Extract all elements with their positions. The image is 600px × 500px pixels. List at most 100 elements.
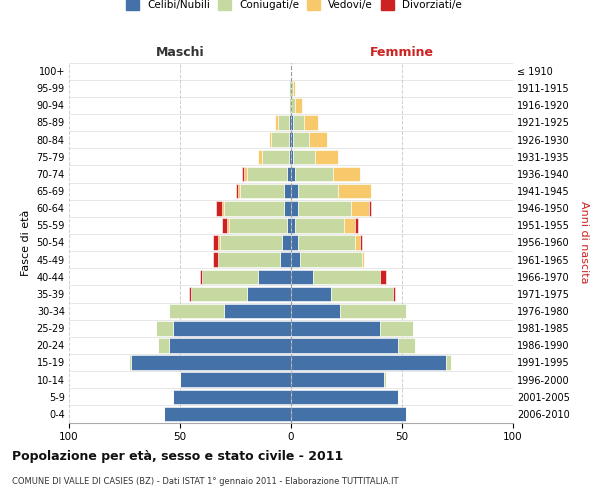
Bar (291, 166, 295, 181)
Bar (360, 235, 362, 250)
Bar (229, 218, 287, 232)
Bar (289, 98, 291, 112)
Bar (293, 115, 304, 130)
Bar (291, 270, 313, 284)
Bar (164, 406, 291, 421)
Bar (200, 270, 202, 284)
Y-axis label: Fasce di età: Fasce di età (21, 210, 31, 276)
Bar (262, 150, 289, 164)
Bar (380, 270, 386, 284)
Bar (293, 81, 295, 96)
Bar (393, 286, 395, 301)
Bar (284, 201, 291, 216)
Bar (278, 115, 289, 130)
Bar (158, 338, 169, 352)
Bar (291, 372, 384, 387)
Bar (280, 252, 291, 267)
Bar (155, 321, 173, 336)
Bar (300, 252, 362, 267)
Bar (191, 286, 247, 301)
Bar (169, 304, 224, 318)
Bar (291, 390, 398, 404)
Bar (247, 166, 287, 181)
Bar (291, 406, 406, 421)
Y-axis label: Anni di nascita: Anni di nascita (580, 201, 589, 284)
Bar (189, 286, 191, 301)
Bar (224, 201, 284, 216)
Bar (291, 98, 295, 112)
Bar (333, 166, 360, 181)
Bar (291, 115, 293, 130)
Bar (291, 150, 293, 164)
Bar (291, 304, 340, 318)
Bar (240, 184, 284, 198)
Bar (291, 338, 398, 352)
Bar (351, 201, 368, 216)
Bar (295, 98, 302, 112)
Bar (291, 184, 298, 198)
Bar (173, 390, 291, 404)
Bar (293, 132, 309, 147)
Bar (291, 218, 295, 232)
Bar (355, 218, 358, 232)
Bar (380, 321, 413, 336)
Bar (368, 201, 371, 216)
Bar (298, 184, 338, 198)
Bar (331, 286, 393, 301)
Bar (291, 81, 293, 96)
Bar (287, 218, 291, 232)
Bar (214, 252, 218, 267)
Bar (291, 286, 331, 301)
Bar (275, 115, 278, 130)
Bar (338, 184, 371, 198)
Bar (291, 132, 293, 147)
Bar (298, 201, 351, 216)
Bar (289, 81, 291, 96)
Bar (295, 166, 333, 181)
Bar (215, 201, 222, 216)
Legend: Celibi/Nubili, Coniugati/e, Vedovi/e, Divorziati/e: Celibi/Nubili, Coniugati/e, Vedovi/e, Di… (126, 0, 462, 10)
Bar (214, 235, 218, 250)
Bar (291, 201, 298, 216)
Bar (287, 166, 291, 181)
Bar (355, 235, 360, 250)
Text: Popolazione per età, sesso e stato civile - 2011: Popolazione per età, sesso e stato civil… (12, 450, 343, 463)
Bar (222, 201, 224, 216)
Bar (258, 270, 291, 284)
Bar (218, 235, 220, 250)
Bar (313, 270, 380, 284)
Bar (291, 235, 298, 250)
Bar (344, 218, 355, 232)
Bar (235, 184, 238, 198)
Bar (258, 150, 262, 164)
Bar (295, 218, 344, 232)
Bar (384, 372, 386, 387)
Bar (180, 372, 291, 387)
Bar (289, 132, 291, 147)
Bar (218, 252, 280, 267)
Bar (289, 150, 291, 164)
Bar (304, 115, 317, 130)
Bar (340, 304, 406, 318)
Bar (269, 132, 271, 147)
Bar (271, 132, 289, 147)
Text: Femmine: Femmine (370, 46, 434, 59)
Bar (247, 286, 291, 301)
Bar (224, 304, 291, 318)
Bar (222, 218, 227, 232)
Bar (220, 235, 282, 250)
Bar (289, 115, 291, 130)
Bar (202, 270, 258, 284)
Bar (173, 321, 291, 336)
Bar (291, 252, 300, 267)
Text: Maschi: Maschi (155, 46, 205, 59)
Bar (316, 150, 338, 164)
Bar (362, 252, 364, 267)
Bar (291, 321, 380, 336)
Bar (282, 235, 291, 250)
Bar (242, 166, 244, 181)
Bar (398, 338, 415, 352)
Bar (227, 218, 229, 232)
Bar (129, 355, 131, 370)
Bar (291, 355, 446, 370)
